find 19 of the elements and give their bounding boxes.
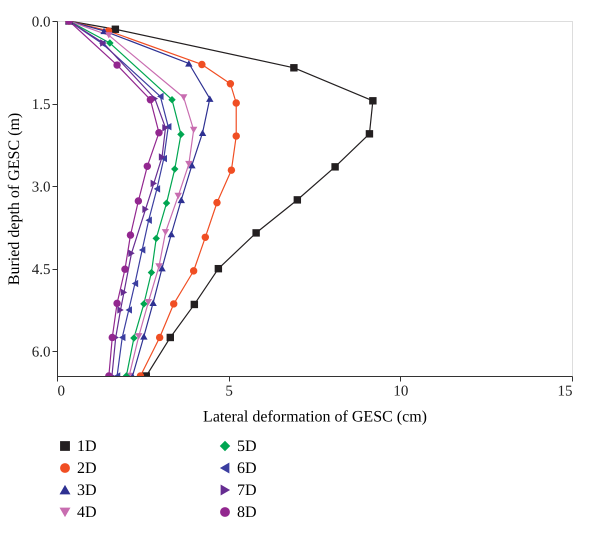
legend-label: 1D bbox=[77, 438, 97, 455]
legend-label: 8D bbox=[237, 504, 257, 521]
x-tick-label: 0 bbox=[58, 384, 65, 400]
x-tick-label: 5 bbox=[225, 384, 233, 400]
y-axis-title: Buried depth of GESC (m) bbox=[6, 112, 23, 286]
legend-label: 7D bbox=[237, 482, 257, 499]
legend-label: 3D bbox=[77, 482, 97, 499]
x-tick-label: 15 bbox=[558, 384, 572, 400]
y-tick-label: 6.0 bbox=[32, 344, 50, 361]
x-tick-label: 10 bbox=[393, 384, 408, 400]
legend-label: 2D bbox=[77, 460, 97, 477]
x-axis-title: Lateral deformation of GESC (cm) bbox=[203, 408, 427, 426]
y-tick-label: 4.5 bbox=[32, 262, 50, 278]
y-tick-label: 1.5 bbox=[32, 97, 50, 114]
y-tick-label: 3.0 bbox=[32, 180, 50, 196]
legend-label: 4D bbox=[77, 504, 97, 521]
legend-label: 6D bbox=[237, 460, 257, 477]
y-tick-label: 0.0 bbox=[32, 14, 50, 30]
legend-label: 5D bbox=[237, 438, 257, 455]
